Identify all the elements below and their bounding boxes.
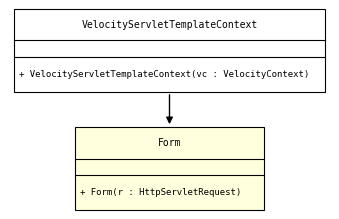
Text: + Form(r : HttpServletRequest): + Form(r : HttpServletRequest) xyxy=(80,188,241,197)
Text: + VelocityServletTemplateContext(vc : VelocityContext): + VelocityServletTemplateContext(vc : Ve… xyxy=(19,70,309,79)
Text: Form: Form xyxy=(158,138,181,148)
Bar xyxy=(75,127,264,210)
Text: VelocityServletTemplateContext: VelocityServletTemplateContext xyxy=(81,19,258,30)
Bar xyxy=(14,9,325,92)
